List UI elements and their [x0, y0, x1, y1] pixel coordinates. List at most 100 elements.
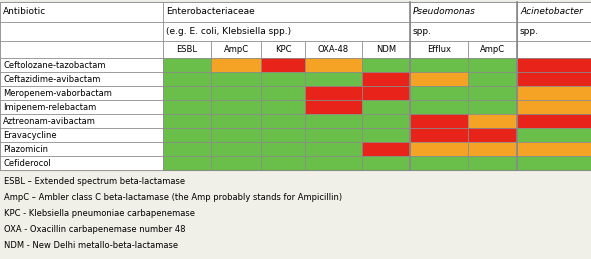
Bar: [163, 86, 211, 100]
Bar: [410, 22, 517, 41]
Bar: [163, 2, 410, 22]
Bar: [163, 58, 211, 72]
Bar: [305, 100, 362, 114]
Text: spp.: spp.: [413, 27, 432, 36]
Bar: [410, 156, 468, 170]
Bar: [362, 58, 410, 72]
Text: Efflux: Efflux: [427, 45, 451, 54]
Bar: [410, 100, 468, 114]
Bar: [517, 41, 591, 58]
Bar: [362, 128, 410, 142]
Bar: [211, 100, 261, 114]
Bar: [163, 128, 211, 142]
Bar: [362, 41, 410, 58]
Bar: [362, 142, 410, 156]
Bar: [0, 2, 163, 22]
Bar: [211, 128, 261, 142]
Bar: [410, 58, 468, 72]
Bar: [0, 72, 163, 86]
Text: KPC - Klebsiella pneumoniae carbapenemase: KPC - Klebsiella pneumoniae carbapenemas…: [4, 210, 195, 219]
Bar: [410, 41, 468, 58]
Text: Eravacycline: Eravacycline: [3, 131, 57, 140]
Bar: [517, 156, 591, 170]
Bar: [410, 128, 468, 142]
Bar: [468, 41, 517, 58]
Bar: [211, 142, 261, 156]
Bar: [468, 72, 517, 86]
Bar: [163, 156, 211, 170]
Text: Meropenem-vaborbactam: Meropenem-vaborbactam: [3, 89, 112, 97]
Text: Antibiotic: Antibiotic: [3, 8, 46, 17]
Bar: [305, 41, 362, 58]
Text: AmpC: AmpC: [480, 45, 505, 54]
Bar: [517, 86, 591, 100]
Bar: [163, 142, 211, 156]
Text: Plazomicin: Plazomicin: [3, 145, 48, 154]
Bar: [163, 72, 211, 86]
Bar: [261, 114, 305, 128]
Bar: [468, 156, 517, 170]
Text: Cefiderocol: Cefiderocol: [3, 159, 51, 168]
Bar: [362, 156, 410, 170]
Text: ESBL – Extended spectrum beta-lactamase: ESBL – Extended spectrum beta-lactamase: [4, 177, 185, 186]
Text: Pseudomonas: Pseudomonas: [413, 8, 476, 17]
Bar: [0, 142, 163, 156]
Text: Ceftazidime-avibactam: Ceftazidime-avibactam: [3, 75, 100, 83]
Bar: [468, 100, 517, 114]
Bar: [305, 72, 362, 86]
Bar: [362, 72, 410, 86]
Bar: [163, 41, 211, 58]
Bar: [468, 128, 517, 142]
Text: AmpC: AmpC: [223, 45, 249, 54]
Bar: [0, 22, 163, 41]
Bar: [163, 22, 410, 41]
Text: Acinetobacter: Acinetobacter: [520, 8, 583, 17]
Bar: [0, 58, 163, 72]
Bar: [305, 58, 362, 72]
Text: (e.g. E. coli, Klebsiella spp.): (e.g. E. coli, Klebsiella spp.): [166, 27, 291, 36]
Bar: [0, 2, 591, 170]
Bar: [305, 142, 362, 156]
Bar: [0, 156, 163, 170]
Text: Imipenem-relebactam: Imipenem-relebactam: [3, 103, 96, 112]
Bar: [261, 58, 305, 72]
Text: NDM - New Delhi metallo-beta-lactamase: NDM - New Delhi metallo-beta-lactamase: [4, 241, 178, 250]
Bar: [362, 86, 410, 100]
Bar: [468, 114, 517, 128]
Bar: [517, 142, 591, 156]
Bar: [211, 41, 261, 58]
Bar: [410, 2, 517, 22]
Bar: [211, 156, 261, 170]
Bar: [517, 114, 591, 128]
Text: Enterobacteriaceae: Enterobacteriaceae: [166, 8, 255, 17]
Bar: [468, 58, 517, 72]
Bar: [163, 114, 211, 128]
Bar: [410, 72, 468, 86]
Bar: [0, 114, 163, 128]
Bar: [410, 114, 468, 128]
Text: NDM: NDM: [376, 45, 396, 54]
Bar: [517, 22, 591, 41]
Bar: [211, 72, 261, 86]
Text: OXA-48: OXA-48: [318, 45, 349, 54]
Text: KPC: KPC: [275, 45, 291, 54]
Bar: [305, 86, 362, 100]
Bar: [410, 142, 468, 156]
Bar: [0, 86, 163, 100]
Bar: [211, 86, 261, 100]
Text: spp.: spp.: [520, 27, 539, 36]
Bar: [0, 41, 163, 58]
Bar: [261, 86, 305, 100]
Bar: [362, 114, 410, 128]
Bar: [211, 114, 261, 128]
Bar: [305, 156, 362, 170]
Bar: [261, 128, 305, 142]
Bar: [0, 100, 163, 114]
Text: ESBL: ESBL: [177, 45, 197, 54]
Bar: [261, 100, 305, 114]
Bar: [410, 86, 468, 100]
Bar: [468, 142, 517, 156]
Bar: [517, 58, 591, 72]
Bar: [362, 100, 410, 114]
Bar: [261, 72, 305, 86]
